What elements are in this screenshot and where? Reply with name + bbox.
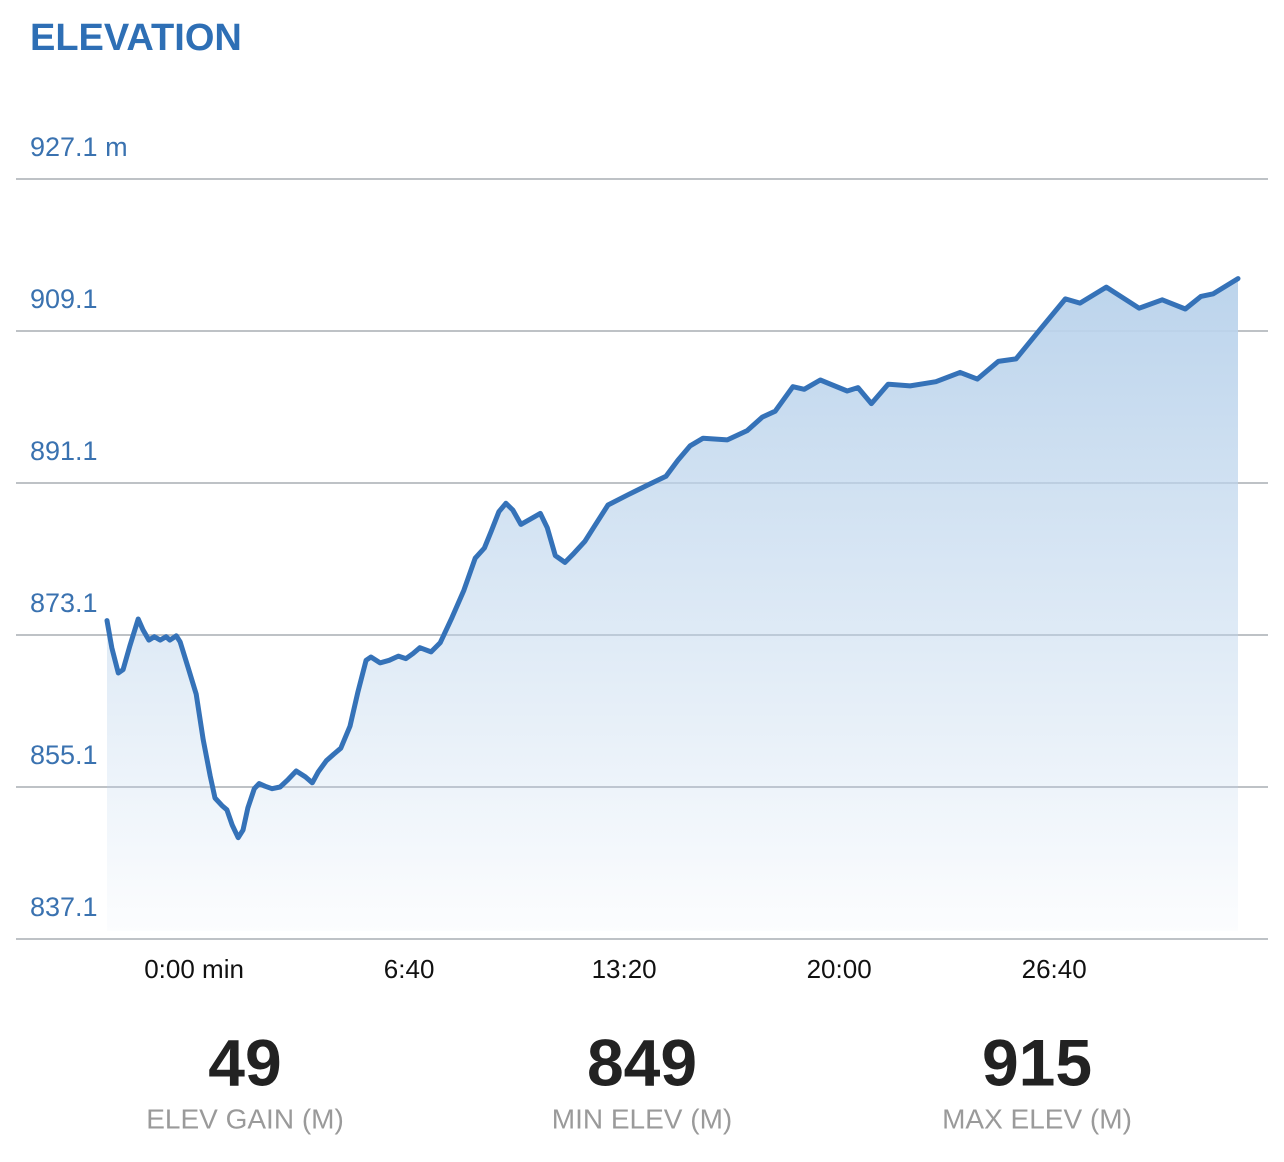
stat-label: MAX ELEV (M) — [942, 1103, 1132, 1134]
x-tick-label: 6:40 — [384, 954, 435, 984]
stat-label: MIN ELEV (M) — [552, 1103, 732, 1134]
stat-value: 849 — [587, 1025, 697, 1099]
y-tick-label: 855.1 — [30, 740, 98, 770]
stat-value: 915 — [982, 1025, 1092, 1099]
y-tick-label: 891.1 — [30, 436, 98, 466]
x-tick-label: 26:40 — [1022, 954, 1087, 984]
area-fill — [107, 278, 1238, 932]
stat-value: 49 — [208, 1025, 281, 1099]
y-tick-label: 927.1 m — [30, 132, 128, 162]
stat-label: ELEV GAIN (M) — [146, 1103, 344, 1134]
stats: 49 ELEV GAIN (M) 849 MIN ELEV (M) 915 MA… — [146, 1025, 1132, 1134]
x-tick-label: 20:00 — [807, 954, 872, 984]
y-tick-label: 909.1 — [30, 284, 98, 314]
x-tick-label: 13:20 — [592, 954, 657, 984]
y-tick-label: 837.1 — [30, 892, 98, 922]
x-tick-label: 0:00 min — [144, 954, 244, 984]
elevation-line — [104, 276, 1241, 841]
y-tick-label: 873.1 — [30, 588, 98, 618]
chart-title: ELEVATION — [30, 17, 242, 59]
